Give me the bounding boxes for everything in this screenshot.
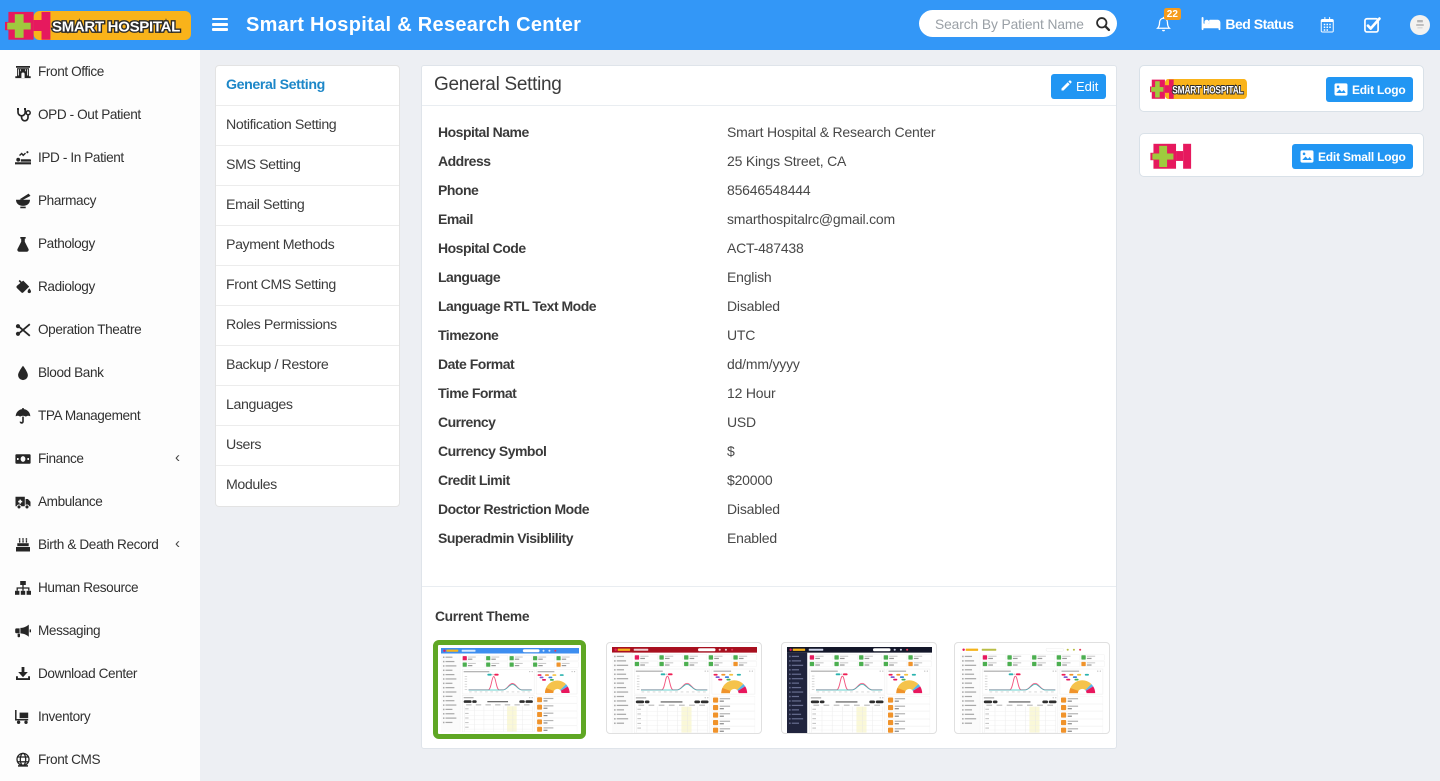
svg-text:SMART HOSPITAL: SMART HOSPITAL bbox=[1172, 84, 1243, 96]
svg-text:SMART HOSPITAL: SMART HOSPITAL bbox=[52, 18, 180, 35]
